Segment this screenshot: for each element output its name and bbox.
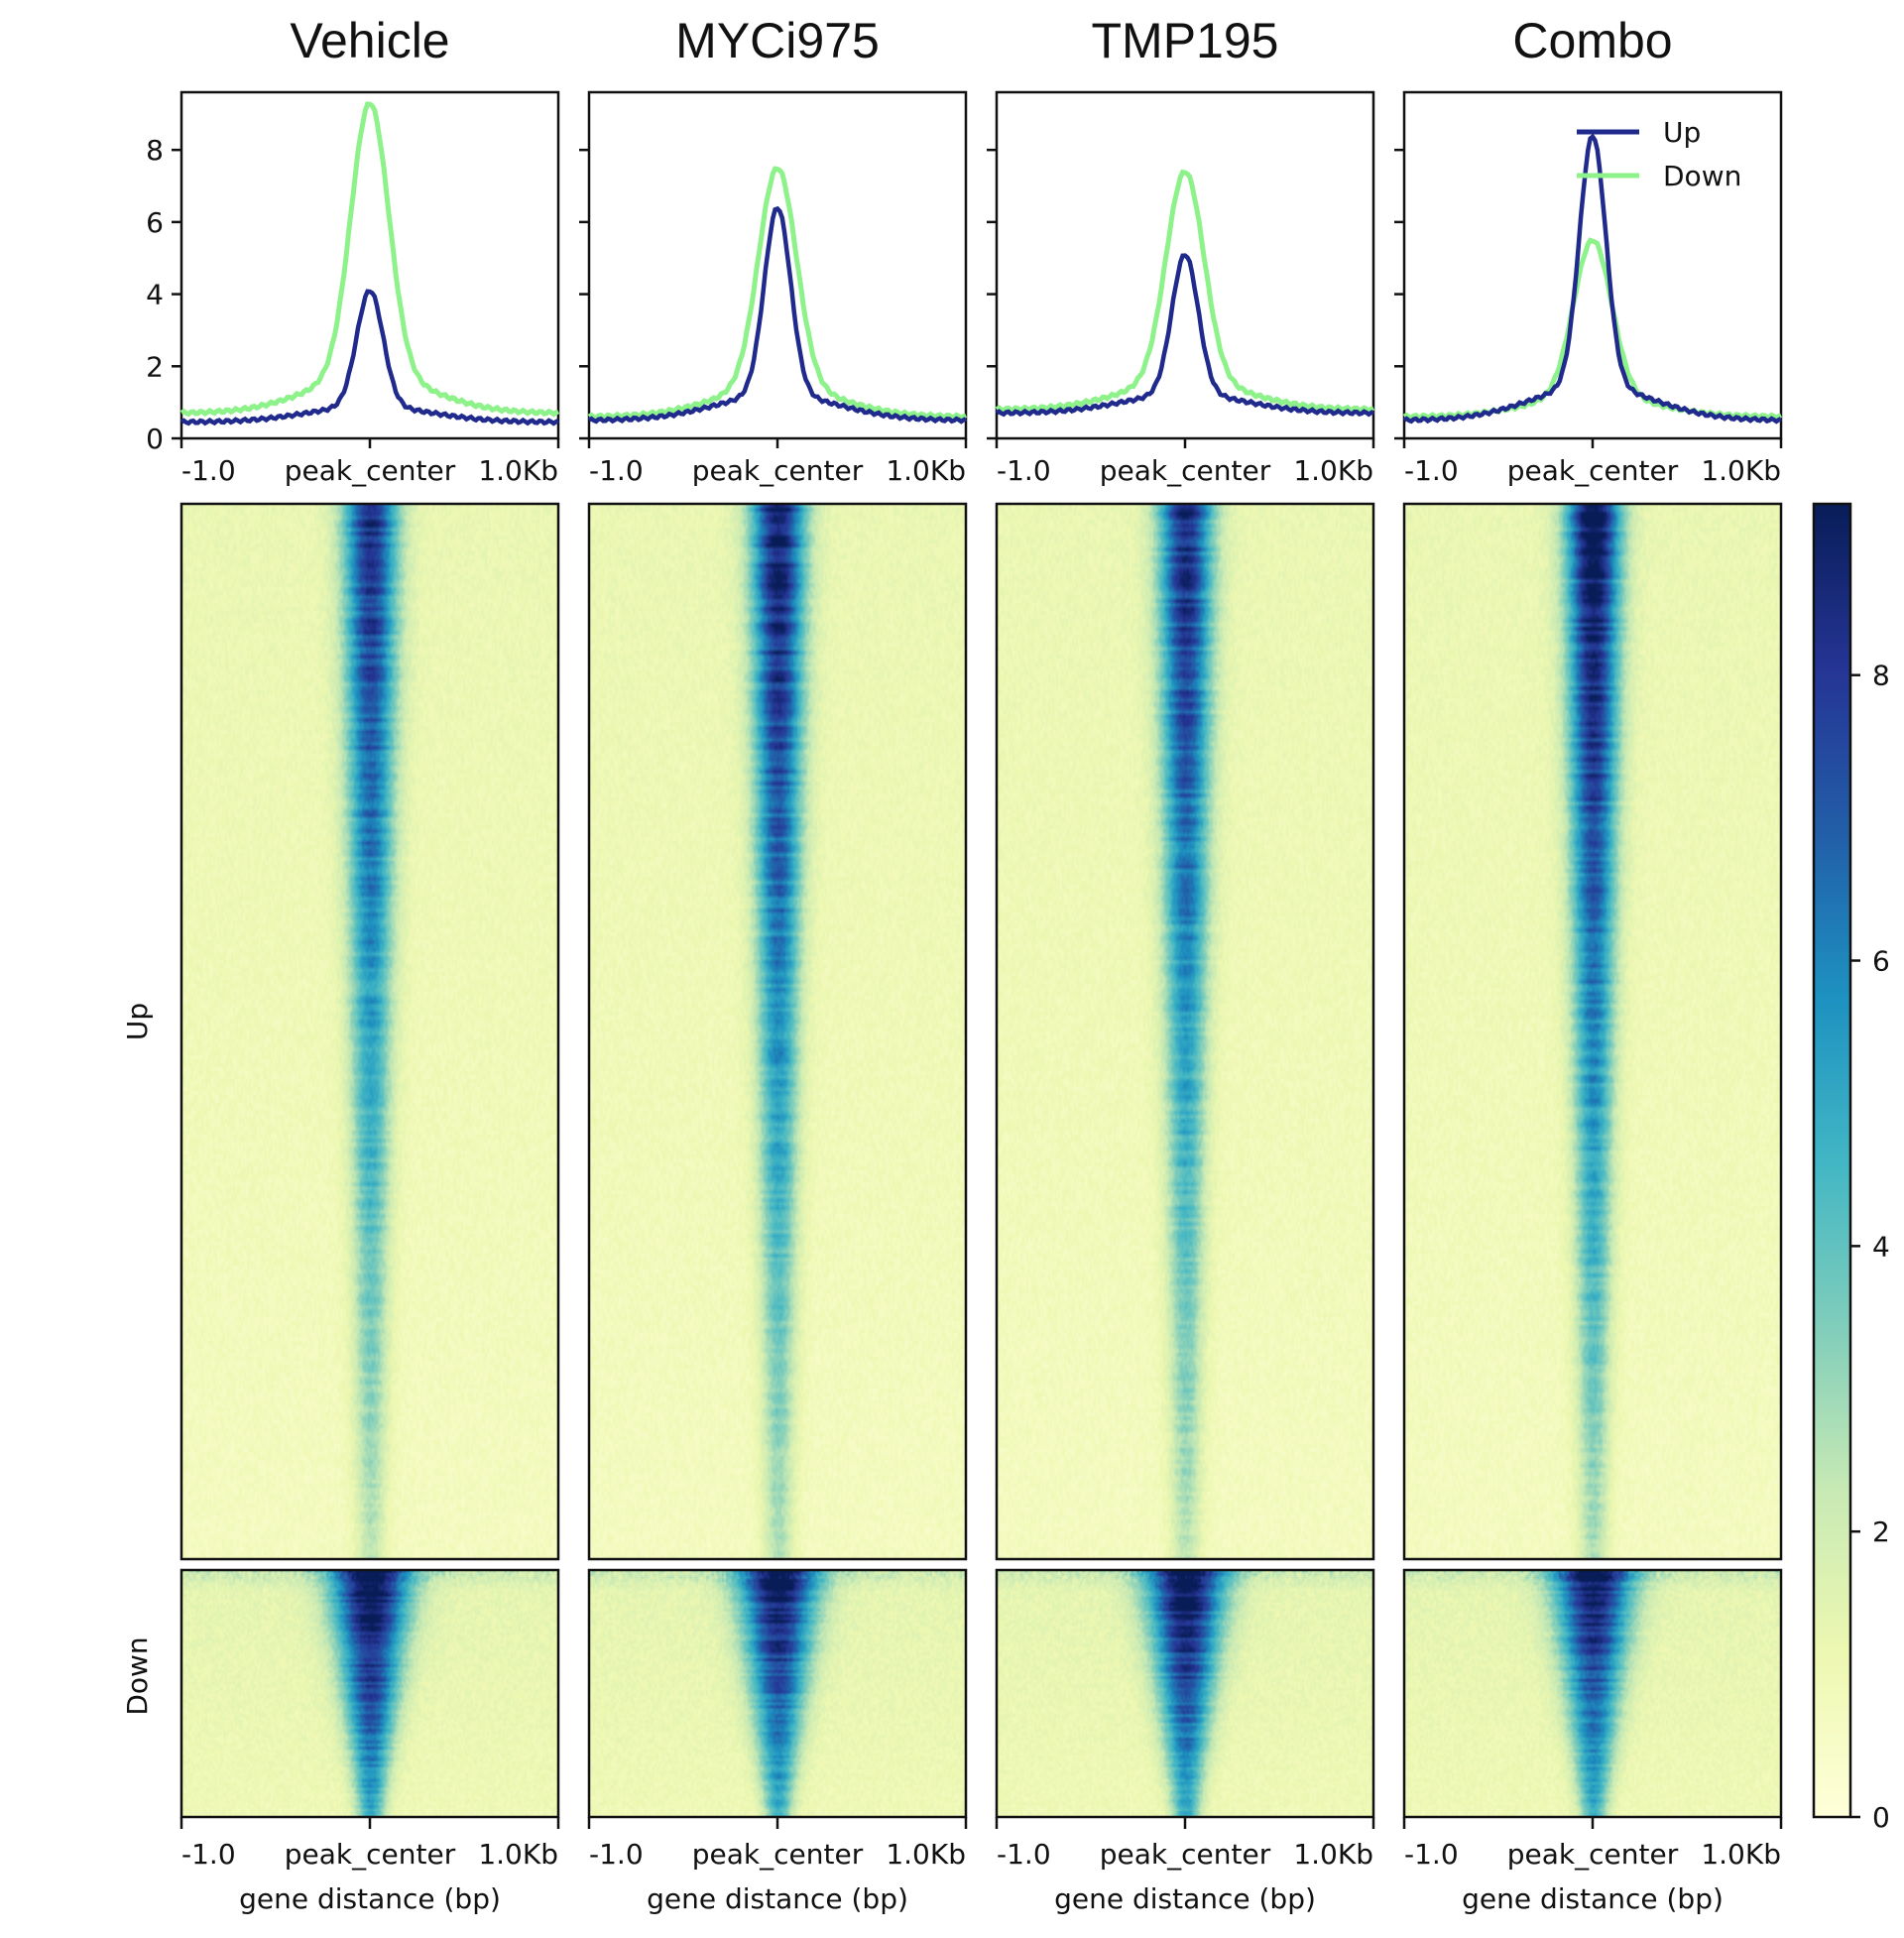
x-tick-label-center: peak_center bbox=[692, 454, 864, 487]
heatmap-up-frame bbox=[587, 502, 968, 1561]
heatmap-down bbox=[1404, 1570, 1781, 1817]
x-tick-label-end: 1.0Kb bbox=[1293, 1838, 1373, 1871]
x-axis-label: gene distance (bp) bbox=[647, 1882, 908, 1915]
x-tick-label-end: 1.0Kb bbox=[1701, 1838, 1781, 1871]
x-tick-label-end: 1.0Kb bbox=[478, 1838, 558, 1871]
x-axis-label: gene distance (bp) bbox=[1462, 1882, 1724, 1915]
x-tick-label-center: peak_center bbox=[1100, 1838, 1271, 1871]
heatmap-down bbox=[181, 1570, 558, 1817]
row-label-up: Up bbox=[121, 1003, 154, 1040]
line-down bbox=[179, 101, 560, 418]
panel-title: Vehicle bbox=[290, 13, 449, 68]
panel-title: MYCi975 bbox=[675, 13, 880, 68]
heatmap-down bbox=[589, 1570, 966, 1817]
heatmap-down bbox=[997, 1570, 1373, 1817]
x-tick-label-start: -1.0 bbox=[181, 454, 236, 487]
heatmap-up-frame bbox=[1402, 502, 1783, 1561]
heatmap-up bbox=[997, 504, 1373, 1559]
x-tick-label-start: -1.0 bbox=[181, 1838, 236, 1871]
panel-combo: Combo -1.0 peak_center 1.0Kb Up Down -1.0 peak_… bbox=[1394, 13, 1783, 1915]
y-tick-label: 6 bbox=[146, 206, 164, 239]
legend: Up Down bbox=[1577, 116, 1741, 192]
x-tick-label-start: -1.0 bbox=[1404, 1838, 1459, 1871]
line-down bbox=[995, 169, 1375, 415]
x-tick-label-start: -1.0 bbox=[1404, 454, 1459, 487]
x-axis-label: gene distance (bp) bbox=[239, 1882, 501, 1915]
legend-label-up: Up bbox=[1663, 116, 1701, 149]
panel-vehicle: Vehicle 0 2 4 6 8 -1.0 peak_center 1.0Kb -1.0 peak… bbox=[146, 13, 560, 1915]
legend-label-down: Down bbox=[1663, 160, 1741, 192]
x-tick-label-start: -1.0 bbox=[589, 1838, 644, 1871]
profile-frame bbox=[179, 90, 560, 440]
x-tick-label-end: 1.0Kb bbox=[886, 1838, 966, 1871]
colorbar-tick-label: 8 bbox=[1872, 660, 1890, 692]
line-down bbox=[587, 166, 968, 422]
line-down bbox=[1402, 237, 1783, 422]
colorbar-tick-label: 0 bbox=[1872, 1801, 1890, 1834]
x-tick-label-center: peak_center bbox=[1507, 1838, 1679, 1871]
panels: Vehicle 0 2 4 6 8 -1.0 peak_center 1.0Kb -1.0 peak… bbox=[146, 13, 1783, 1915]
colorbar-tick-label: 6 bbox=[1872, 945, 1890, 978]
row-label-down: Down bbox=[121, 1636, 154, 1715]
colorbar-frame bbox=[1812, 502, 1852, 1819]
x-tick-label-center: peak_center bbox=[1100, 454, 1271, 487]
x-tick-label-center: peak_center bbox=[692, 1838, 864, 1871]
colorbar-gradient bbox=[1814, 504, 1850, 1817]
x-axis-label: gene distance (bp) bbox=[1054, 1882, 1316, 1915]
x-tick-label-end: 1.0Kb bbox=[1701, 454, 1781, 487]
panel-title: Combo bbox=[1512, 13, 1672, 68]
x-tick-label-end: 1.0Kb bbox=[1293, 454, 1373, 487]
panel-title: TMP195 bbox=[1092, 13, 1279, 68]
profile-frame bbox=[995, 90, 1375, 440]
profile-frame bbox=[1402, 90, 1783, 440]
x-tick-label-start: -1.0 bbox=[589, 454, 644, 487]
colorbar-tick-label: 4 bbox=[1872, 1230, 1890, 1263]
heatmap-up-frame bbox=[995, 502, 1375, 1561]
heatmap-up bbox=[1404, 504, 1781, 1559]
y-tick-label: 2 bbox=[146, 350, 164, 383]
x-tick-label-start: -1.0 bbox=[997, 454, 1051, 487]
x-tick-label-end: 1.0Kb bbox=[886, 454, 966, 487]
x-tick-label-center: peak_center bbox=[1507, 454, 1679, 487]
x-tick-label-start: -1.0 bbox=[997, 1838, 1051, 1871]
line-up bbox=[1402, 133, 1782, 424]
line-up bbox=[587, 205, 968, 424]
line-up bbox=[995, 253, 1375, 418]
panel-myci975: MYCi975 -1.0 peak_center 1.0Kb -1.0 peak_cent… bbox=[579, 13, 968, 1915]
y-tick-label: 8 bbox=[146, 134, 164, 167]
line-up bbox=[179, 289, 560, 426]
x-tick-label-center: peak_center bbox=[285, 454, 456, 487]
colorbar: 0 2 4 6 8 bbox=[1812, 502, 1890, 1834]
y-tick-label: 0 bbox=[146, 423, 164, 455]
y-tick-label: 4 bbox=[146, 279, 164, 311]
heatmap-up bbox=[181, 504, 558, 1559]
heatmap-up-frame bbox=[179, 502, 560, 1561]
profile-frame bbox=[587, 90, 968, 440]
colorbar-tick-label: 2 bbox=[1872, 1515, 1890, 1548]
panel-tmp195: TMP195 -1.0 peak_center 1.0Kb -1.0 peak_cente… bbox=[987, 13, 1375, 1915]
heatmap-up bbox=[589, 504, 966, 1559]
x-tick-label-center: peak_center bbox=[285, 1838, 456, 1871]
x-tick-label-end: 1.0Kb bbox=[478, 454, 558, 487]
